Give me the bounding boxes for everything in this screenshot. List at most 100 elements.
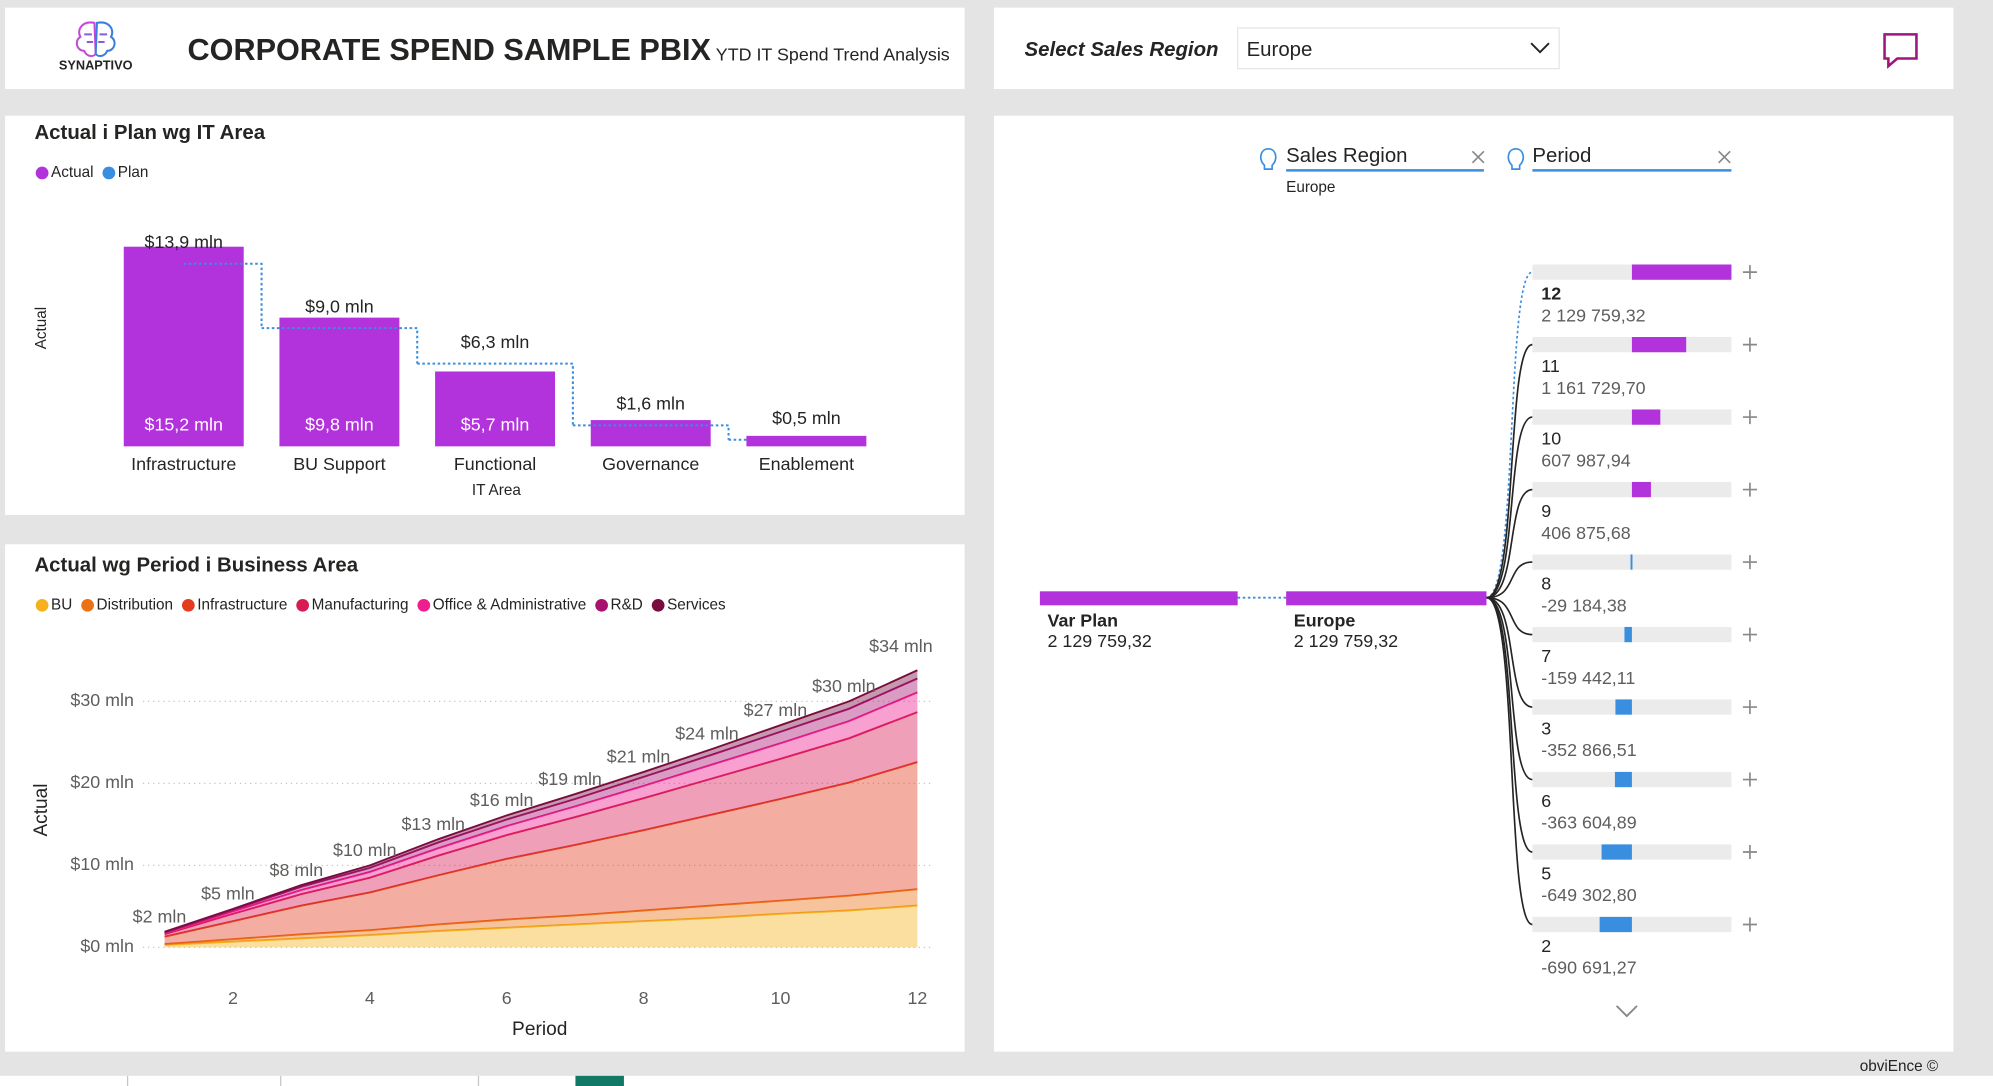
plan-line	[261, 327, 419, 364]
legend-marker	[595, 598, 608, 612]
tree-node-value: 2 129 759,32	[1294, 631, 1398, 651]
slicer-dropdown[interactable]	[1237, 27, 1560, 70]
tree-child-label: 9	[1541, 501, 1551, 521]
expand-button[interactable]	[1742, 337, 1757, 352]
area-chart-title: Actual wg Period i Business Area	[34, 554, 358, 576]
tree-bar	[1631, 336, 1687, 353]
bar	[279, 317, 400, 447]
tree-child-value: -649 302,80	[1541, 885, 1636, 905]
tree-level-field: Sales Region	[1286, 145, 1407, 167]
area-line	[164, 904, 918, 946]
expand-button[interactable]	[1742, 627, 1757, 642]
header-panel	[5, 7, 965, 90]
bar-chart-title: Actual i Plan wg IT Area	[34, 122, 265, 144]
x-tick-label: BU Support	[293, 454, 385, 474]
plan-line	[572, 424, 730, 440]
legend-label: Services	[667, 596, 726, 613]
total-label: $19 mln	[538, 769, 602, 789]
tree-child-value: -363 604,89	[1541, 813, 1636, 833]
x-tick-label: 4	[365, 988, 375, 1008]
legend-marker	[35, 598, 49, 612]
legend-marker	[181, 598, 195, 612]
tree-panel	[993, 115, 1954, 1052]
x-tick-label: 12	[907, 988, 927, 1008]
tree-root-value: 2 129 759,32	[1048, 631, 1152, 651]
expand-button[interactable]	[1742, 555, 1757, 570]
total-label: $13 mln	[401, 814, 465, 834]
bar-value-label: $15,2 mln	[145, 415, 223, 435]
logo-text: SYNAPTIVO	[59, 58, 133, 73]
bar-value-label: $9,8 mln	[305, 415, 374, 435]
tree-bar	[1631, 264, 1732, 280]
expand-button[interactable]	[1742, 772, 1757, 787]
legend-marker	[102, 166, 116, 180]
tree-child-label: 6	[1541, 791, 1551, 811]
bar-y-axis-label: Actual	[33, 307, 50, 349]
expand-button[interactable]	[1742, 700, 1757, 715]
expand-button[interactable]	[1742, 917, 1757, 932]
x-tick-label: Functional	[454, 454, 536, 474]
remove-level[interactable]	[1718, 150, 1731, 164]
active-tab[interactable]	[575, 1075, 624, 1086]
y-tick-label: $10 mln	[70, 854, 134, 874]
total-label: $27 mln	[744, 700, 808, 720]
expand-button[interactable]	[1742, 482, 1757, 497]
expand-button[interactable]	[1742, 265, 1757, 280]
plan-value-label: $6,3 mln	[461, 332, 530, 352]
area-line	[164, 711, 918, 936]
expand-button[interactable]	[1742, 410, 1757, 425]
tree-bar	[1630, 554, 1633, 570]
tree-node-bar	[1286, 591, 1487, 606]
area-line	[164, 669, 918, 933]
plan-value-label: $9,0 mln	[305, 297, 374, 317]
tree-child-label: 2	[1541, 936, 1551, 956]
tree-child-value: -29 184,38	[1541, 595, 1626, 615]
remove-level[interactable]	[1471, 150, 1485, 164]
tree-child-value: -352 866,51	[1541, 740, 1636, 760]
footer-credit: obviEnce ©	[1860, 1058, 1939, 1075]
legend-label: R&D	[611, 596, 643, 613]
report-title: CORPORATE SPEND SAMPLE PBIX	[188, 33, 712, 67]
tree-child-value: 1 161 729,70	[1541, 378, 1645, 398]
tree-child-label: 7	[1541, 646, 1551, 666]
plan-value-label: $1,6 mln	[616, 394, 685, 414]
total-label: $5 mln	[201, 884, 255, 904]
legend-marker	[296, 598, 310, 612]
legend-label: Distribution	[97, 596, 173, 613]
legend-label: Plan	[118, 164, 149, 181]
tree-child-label: 5	[1541, 864, 1551, 884]
legend-label: Actual	[51, 164, 94, 181]
total-label: $10 mln	[333, 840, 397, 860]
legend-label: Office & Administrative	[433, 596, 587, 613]
tree-branch	[1486, 596, 1533, 853]
bar	[590, 420, 711, 447]
y-tick-label: $30 mln	[70, 690, 134, 710]
tree-level-selection: Europe	[1286, 179, 1335, 196]
expand-button[interactable]	[1742, 845, 1757, 860]
y-tick-label: $0 mln	[80, 936, 134, 956]
plan-line	[417, 362, 574, 426]
legend-label: Manufacturing	[312, 596, 409, 613]
total-label: $8 mln	[270, 860, 324, 880]
tree-root-bar	[1039, 591, 1238, 606]
bar-value-label: $5,7 mln	[461, 415, 530, 435]
bar	[123, 246, 244, 447]
tree-branch	[1486, 488, 1533, 599]
comment-icon[interactable]	[1883, 33, 1918, 69]
logo-icon	[75, 21, 116, 57]
area-panel	[5, 544, 965, 1052]
area-fill	[164, 762, 918, 945]
x-tick-label: 10	[771, 988, 791, 1008]
x-tick-label: Governance	[602, 454, 699, 474]
total-label: $30 mln	[812, 676, 876, 696]
scroll-down[interactable]	[1615, 1005, 1638, 1018]
tree-branch	[1486, 416, 1533, 599]
x-tick-label: Enablement	[759, 454, 854, 474]
tree-branch	[1486, 596, 1533, 636]
total-label: $21 mln	[607, 747, 671, 767]
legend-label: Infrastructure	[197, 596, 287, 613]
area-y-axis-label: Actual	[31, 784, 52, 837]
tree-bar	[1601, 844, 1632, 860]
